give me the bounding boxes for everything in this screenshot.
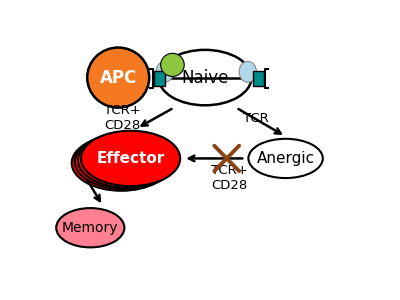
- Ellipse shape: [78, 132, 177, 188]
- Bar: [154, 70, 165, 86]
- Ellipse shape: [158, 50, 252, 105]
- Ellipse shape: [87, 47, 149, 108]
- Text: TCR: TCR: [243, 112, 269, 124]
- Ellipse shape: [75, 134, 174, 189]
- Ellipse shape: [156, 61, 173, 82]
- Ellipse shape: [56, 208, 124, 248]
- Ellipse shape: [239, 61, 256, 82]
- Ellipse shape: [81, 131, 180, 186]
- Ellipse shape: [248, 139, 323, 178]
- Ellipse shape: [72, 135, 171, 191]
- Text: Effector: Effector: [96, 151, 165, 166]
- Text: TCR+
CD28: TCR+ CD28: [212, 164, 248, 192]
- Text: TCR+
CD28: TCR+ CD28: [104, 104, 141, 132]
- Ellipse shape: [161, 53, 184, 76]
- Text: Memory: Memory: [62, 221, 118, 235]
- Bar: [253, 70, 264, 86]
- Text: Naive: Naive: [181, 69, 229, 87]
- Text: Anergic: Anergic: [256, 151, 315, 166]
- Text: APC: APC: [100, 69, 137, 87]
